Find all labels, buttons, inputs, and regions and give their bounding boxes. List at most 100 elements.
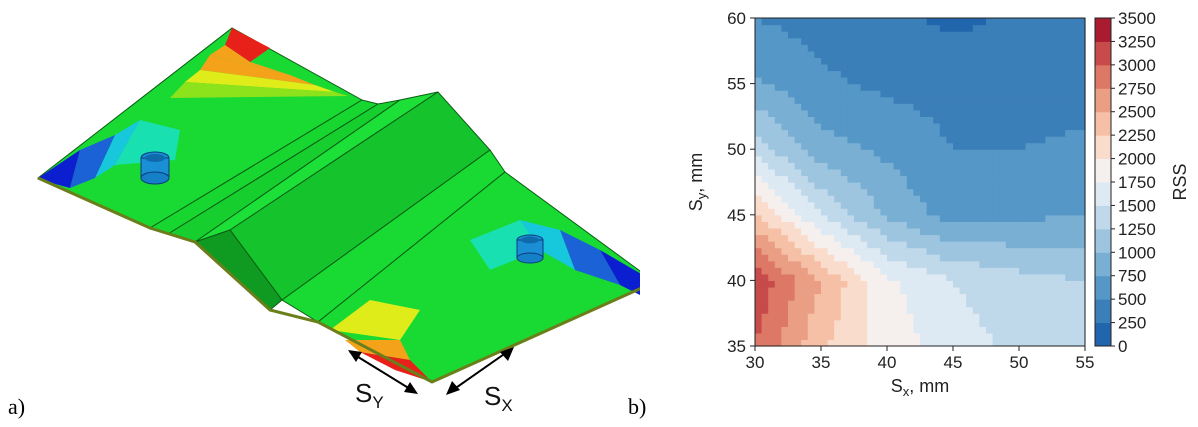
heatmap-cell [834, 168, 842, 177]
heatmap-cell [755, 103, 763, 111]
heatmap-cell [827, 267, 835, 275]
heatmap-cell [939, 195, 947, 203]
heatmap-cell [900, 149, 908, 157]
heatmap-cell [1012, 241, 1020, 249]
heatmap-cell [854, 142, 862, 150]
heatmap-cell [821, 326, 829, 334]
heatmap-cell [946, 247, 954, 255]
heatmap-cell [840, 63, 848, 72]
heatmap-cell [920, 175, 928, 183]
heatmap-cell [953, 273, 961, 281]
heatmap-cell [933, 293, 941, 301]
heatmap-cell [913, 313, 921, 321]
heatmap-cell [999, 280, 1007, 288]
heatmap-cell [1058, 122, 1066, 131]
heatmap-cell [761, 182, 769, 190]
heatmap-cell [1019, 241, 1027, 249]
heatmap-cell [761, 24, 769, 32]
heatmap-cell [953, 280, 961, 288]
heatmap-cell [1058, 326, 1066, 334]
heatmap-cell [774, 208, 782, 216]
heatmap-cell [860, 267, 868, 275]
heatmap-cell [1038, 44, 1046, 52]
heatmap-cell [814, 116, 822, 124]
heatmap-cell [768, 221, 776, 229]
heatmap-cell [1065, 142, 1073, 150]
heatmap-cell [761, 18, 769, 26]
heatmap-cell [1025, 188, 1033, 196]
heatmap-cell [900, 227, 908, 236]
heatmap-cell [1005, 122, 1013, 131]
heatmap-cell [801, 254, 809, 262]
heatmap-cell [920, 44, 928, 52]
heatmap-cell [834, 162, 842, 170]
heatmap-cell [913, 201, 921, 209]
heatmap-cell [926, 286, 934, 295]
heatmap-cell [926, 293, 934, 301]
heatmap-cell [887, 122, 895, 131]
heatmap-cell [1025, 142, 1033, 150]
heatmap-cell [873, 227, 881, 236]
heatmap-cell [979, 70, 987, 78]
heatmap-cell [1012, 319, 1020, 327]
heatmap-cell [939, 90, 947, 98]
heatmap-cell [1032, 260, 1040, 268]
heatmap-cell [966, 83, 974, 91]
heatmap-cell [900, 116, 908, 124]
heatmap-cell [1005, 162, 1013, 170]
heatmap-cell [1005, 241, 1013, 249]
heatmap-cell [867, 221, 875, 229]
heatmap-cell [906, 109, 914, 117]
heatmap-cell [873, 136, 881, 144]
heatmap-cell [999, 313, 1007, 321]
heatmap-cell [774, 319, 782, 327]
heatmap-cell [913, 155, 921, 163]
heatmap-cell [880, 109, 888, 117]
heatmap-cell [1071, 214, 1079, 222]
heatmap-cell [1038, 122, 1046, 131]
heatmap-cell [880, 90, 888, 98]
heatmap-cell [992, 24, 1000, 32]
heatmap-cell [906, 208, 914, 216]
heatmap-cell [1019, 83, 1027, 91]
heatmap-cell [913, 37, 921, 45]
heatmap-cell [794, 24, 802, 32]
heatmap-cell [900, 214, 908, 222]
heatmap-cell [1025, 182, 1033, 190]
heatmap-cell [1071, 168, 1079, 177]
heatmap-cell [827, 326, 835, 334]
heatmap-cell [946, 201, 954, 209]
heatmap-cell [966, 70, 974, 78]
heatmap-cell [873, 96, 881, 104]
heatmap-cell [972, 280, 980, 288]
heatmap-cell [1025, 90, 1033, 98]
heatmap-cell [939, 319, 947, 327]
heatmap-cell [1032, 273, 1040, 281]
heatmap-cell [1025, 122, 1033, 131]
colorbar-tick-label: 500 [1118, 290, 1146, 309]
heatmap-cell [946, 50, 954, 58]
heatmap-cell [893, 221, 901, 229]
heatmap-cell [1052, 260, 1060, 268]
heatmap-cell [755, 293, 763, 301]
heatmap-cell [761, 293, 769, 301]
heatmap-cell [807, 188, 815, 196]
heatmap-cell [794, 37, 802, 45]
heatmap-cell [1065, 300, 1073, 308]
heatmap-cell [1071, 63, 1079, 72]
heatmap-cell [979, 77, 987, 85]
heatmap-cell [900, 24, 908, 32]
heatmap-cell [946, 227, 954, 236]
heatmap-cell [1038, 129, 1046, 137]
heatmap-cell [1038, 24, 1046, 32]
heatmap-cell [860, 149, 868, 157]
heatmap-cell [999, 63, 1007, 72]
heatmap-cell [827, 188, 835, 196]
heatmap-cell [887, 214, 895, 222]
heatmap-cell [893, 44, 901, 52]
heatmap-cell [972, 136, 980, 144]
heatmap-cell [1025, 319, 1033, 327]
heatmap-cell [768, 332, 776, 341]
heatmap-cell [1005, 188, 1013, 196]
heatmap-cell [860, 70, 868, 78]
